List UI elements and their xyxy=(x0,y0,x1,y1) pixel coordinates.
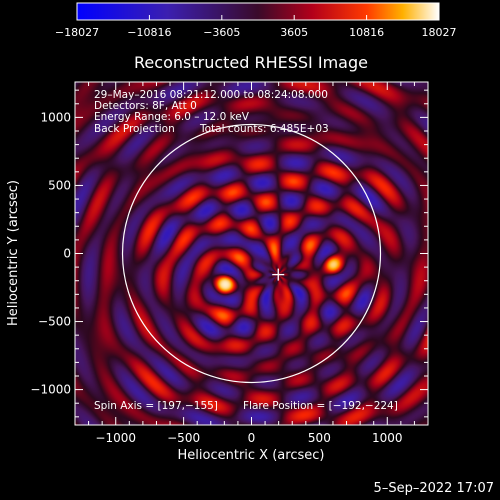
x-tick-label: −500 xyxy=(167,431,200,445)
x-tick-label: 0 xyxy=(248,431,256,445)
x-tick-label: 1000 xyxy=(372,431,403,445)
y-axis-label: Heliocentric Y (arcsec) xyxy=(6,180,21,326)
heatmap-image xyxy=(75,82,428,425)
y-tick-label: −500 xyxy=(38,315,71,329)
chart-title: Reconstructed RHESSI Image xyxy=(134,53,368,72)
x-tick-label: −1000 xyxy=(95,431,136,445)
x-axis-label: Heliocentric X (arcsec) xyxy=(178,448,325,463)
colorbar-tick-label: 10816 xyxy=(349,26,384,39)
plot-date: 5–Sep–2022 17:07 xyxy=(373,481,494,496)
y-tick-label: 1000 xyxy=(40,110,71,124)
colorbar-tick-label: −18027 xyxy=(55,26,99,39)
colorbar xyxy=(76,2,440,21)
colorbar-ticks: −18027 −10816 −3605 3605 10816 18027 xyxy=(55,15,457,39)
colorbar-tick-label: −10816 xyxy=(127,26,171,39)
annotation-method: Back Projection xyxy=(94,123,175,135)
axis-ticks: −1000 −500 0 500 1000 −1000 −500 0 500 1000 xyxy=(30,82,428,445)
annotation-total-counts: Total counts: 6.485E+03 xyxy=(199,123,329,135)
colorbar-tick-label: 3605 xyxy=(280,26,308,39)
spin-axis-marker xyxy=(272,268,285,281)
y-tick-label: −1000 xyxy=(30,383,71,397)
annotation-energy-range: Energy Range: 6.0 – 12.0 keV xyxy=(94,111,250,123)
colorbar-tick-label: −3605 xyxy=(203,26,240,39)
image-area xyxy=(75,82,428,425)
footer-spin-axis: Spin Axis = [197,−155] xyxy=(94,400,218,412)
footer-flare-position: Flare Position = [−192,−224] xyxy=(243,400,398,412)
y-tick-label: 500 xyxy=(48,178,71,192)
x-tick-label: 500 xyxy=(308,431,331,445)
annotation-detectors: Detectors: 8F, Att 0 xyxy=(94,100,197,112)
colorbar-tick-label: 18027 xyxy=(422,26,457,39)
annotation-time-range: 29–May–2016 08:21:12.000 to 08:24:08.000 xyxy=(94,89,328,101)
y-tick-label: 0 xyxy=(63,247,71,261)
solar-limb-circle xyxy=(121,123,382,384)
